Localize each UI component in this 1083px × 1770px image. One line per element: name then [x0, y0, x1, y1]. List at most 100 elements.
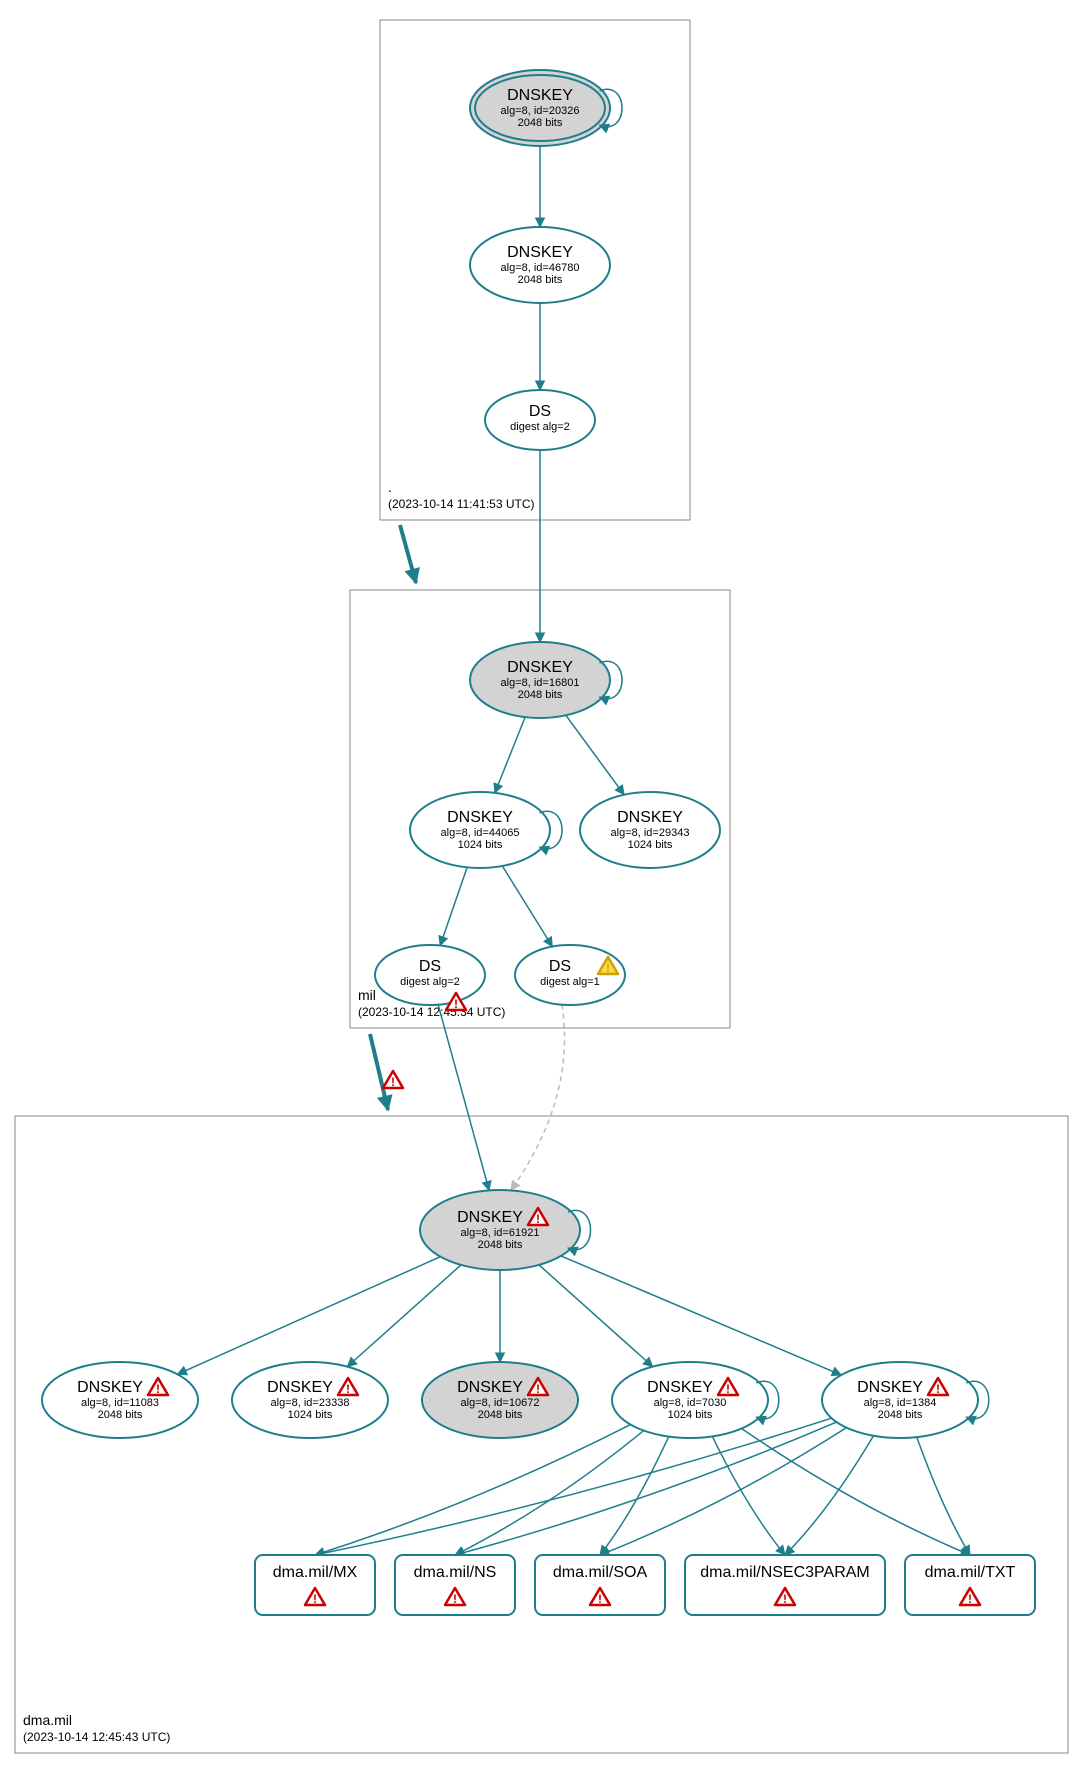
svg-text:alg=8, id=29343: alg=8, id=29343	[611, 827, 690, 839]
svg-text:alg=8, id=20326: alg=8, id=20326	[501, 105, 580, 117]
svg-text:digest alg=1: digest alg=1	[540, 976, 600, 988]
node-root_key2: DNSKEYalg=8, id=467802048 bits	[470, 227, 610, 303]
svg-text:DNSKEY: DNSKEY	[857, 1379, 923, 1396]
svg-text:1024 bits: 1024 bits	[668, 1409, 713, 1421]
delegation-arrow	[400, 525, 416, 583]
svg-text:2048 bits: 2048 bits	[518, 689, 563, 701]
edge	[177, 1257, 440, 1375]
svg-text:dma.mil: dma.mil	[23, 1712, 72, 1728]
svg-text:!: !	[346, 1382, 350, 1396]
svg-text:!: !	[783, 1592, 787, 1606]
svg-text:DNSKEY: DNSKEY	[617, 809, 683, 826]
rrsig-edge	[712, 1436, 785, 1555]
svg-text:2048 bits: 2048 bits	[478, 1239, 523, 1251]
svg-text:DNSKEY: DNSKEY	[267, 1379, 333, 1396]
rrsig-edge	[315, 1418, 831, 1555]
svg-text:2048 bits: 2048 bits	[878, 1409, 923, 1421]
svg-text:dma.mil/NSEC3PARAM: dma.mil/NSEC3PARAM	[700, 1564, 870, 1581]
node-root_key1: DNSKEYalg=8, id=203262048 bits	[470, 70, 622, 146]
svg-text:!: !	[598, 1592, 602, 1606]
node-dma_k7030: DNSKEY!alg=8, id=70301024 bits	[612, 1362, 779, 1438]
svg-text:!: !	[606, 961, 610, 975]
svg-text:DS: DS	[419, 958, 441, 975]
svg-text:alg=8, id=44065: alg=8, id=44065	[441, 827, 520, 839]
svg-text:2048 bits: 2048 bits	[518, 274, 563, 286]
node-mil_ds1: DSdigest alg=2	[375, 945, 485, 1005]
node-mil_ds2: DS!digest alg=1	[515, 945, 625, 1005]
svg-text:alg=8, id=46780: alg=8, id=46780	[501, 262, 580, 274]
svg-text:(2023-10-14 12:45:43 UTC): (2023-10-14 12:45:43 UTC)	[23, 1730, 170, 1744]
svg-text:!: !	[936, 1382, 940, 1396]
node-dma_k11083: DNSKEY!alg=8, id=110832048 bits	[42, 1362, 198, 1438]
svg-text:digest alg=2: digest alg=2	[510, 421, 570, 433]
svg-text:alg=8, id=11083: alg=8, id=11083	[81, 1397, 159, 1409]
node-mil_key2: DNSKEYalg=8, id=440651024 bits	[410, 792, 562, 868]
edge	[561, 1256, 841, 1375]
rrset-txt: dma.mil/TXT!	[905, 1555, 1035, 1615]
edge	[495, 717, 525, 793]
svg-text:!: !	[968, 1592, 972, 1606]
svg-text:dma.mil/SOA: dma.mil/SOA	[553, 1564, 648, 1581]
svg-text:mil: mil	[358, 987, 376, 1003]
rrset-soa: dma.mil/SOA!	[535, 1555, 665, 1615]
rrset-nsec: dma.mil/NSEC3PARAM!	[685, 1555, 885, 1615]
svg-text:1024 bits: 1024 bits	[628, 839, 673, 851]
svg-text:digest alg=2: digest alg=2	[400, 976, 460, 988]
svg-text:DNSKEY: DNSKEY	[507, 87, 573, 104]
svg-text:!: !	[536, 1212, 540, 1226]
svg-text:DNSKEY: DNSKEY	[447, 809, 513, 826]
svg-text:alg=8, id=7030: alg=8, id=7030	[654, 1397, 727, 1409]
rrsig-edge	[785, 1436, 873, 1555]
svg-text:2048 bits: 2048 bits	[98, 1409, 143, 1421]
dnssec-diagram: . (2023-10-14 11:41:53 UTC) mil (2023-10-14…	[0, 0, 1083, 1770]
svg-text:alg=8, id=16801: alg=8, id=16801	[501, 677, 580, 689]
svg-text:alg=8, id=1384: alg=8, id=1384	[864, 1397, 937, 1409]
svg-text:!: !	[726, 1382, 730, 1396]
svg-text:dma.mil/NS: dma.mil/NS	[414, 1564, 497, 1581]
svg-text:!: !	[313, 1592, 317, 1606]
rrsig-edge	[600, 1428, 846, 1555]
rrsig-edge	[455, 1422, 837, 1555]
svg-text:dma.mil/MX: dma.mil/MX	[273, 1564, 358, 1581]
rrset-mx: dma.mil/MX!	[255, 1555, 375, 1615]
node-dma_k23338: DNSKEY!alg=8, id=233381024 bits	[232, 1362, 388, 1438]
svg-text:DNSKEY: DNSKEY	[457, 1209, 523, 1226]
svg-text:1024 bits: 1024 bits	[288, 1409, 333, 1421]
svg-text:1024 bits: 1024 bits	[458, 839, 503, 851]
svg-text:dma.mil/TXT: dma.mil/TXT	[925, 1564, 1016, 1581]
svg-text:DNSKEY: DNSKEY	[457, 1379, 523, 1396]
svg-text:DNSKEY: DNSKEY	[507, 659, 573, 676]
svg-text:!: !	[536, 1382, 540, 1396]
svg-text:!: !	[391, 1075, 395, 1089]
edge	[539, 1265, 653, 1367]
edge	[438, 1005, 489, 1191]
warning-icon: !	[383, 1071, 403, 1089]
svg-text:!: !	[454, 997, 458, 1011]
rrsig-edge	[917, 1437, 970, 1555]
svg-text:alg=8, id=23338: alg=8, id=23338	[271, 1397, 350, 1409]
node-mil_key1: DNSKEYalg=8, id=168012048 bits	[470, 642, 622, 718]
svg-text:2048 bits: 2048 bits	[518, 117, 563, 129]
svg-text:DS: DS	[529, 403, 551, 420]
edge	[440, 867, 467, 945]
svg-text:alg=8, id=61921: alg=8, id=61921	[461, 1227, 540, 1239]
svg-text:alg=8, id=10672: alg=8, id=10672	[461, 1397, 540, 1409]
svg-text:DNSKEY: DNSKEY	[507, 244, 573, 261]
edge	[347, 1265, 461, 1367]
rrsig-edge	[600, 1437, 669, 1555]
node-root_ds: DSdigest alg=2	[485, 390, 595, 450]
svg-text:DNSKEY: DNSKEY	[647, 1379, 713, 1396]
rrset-ns: dma.mil/NS!	[395, 1555, 515, 1615]
edge	[511, 1005, 565, 1191]
svg-text:(2023-10-14 11:41:53 UTC): (2023-10-14 11:41:53 UTC)	[388, 497, 535, 511]
node-dma_k10672: DNSKEY!alg=8, id=106722048 bits	[422, 1362, 578, 1438]
svg-text:(2023-10-14 12:45:34 UTC): (2023-10-14 12:45:34 UTC)	[358, 1005, 505, 1019]
svg-text:.: .	[388, 479, 392, 495]
svg-text:!: !	[156, 1382, 160, 1396]
node-dma_k1384: DNSKEY!alg=8, id=13842048 bits	[822, 1362, 989, 1438]
edge	[502, 866, 552, 947]
svg-text:DNSKEY: DNSKEY	[77, 1379, 143, 1396]
rrsig-edge	[315, 1425, 631, 1555]
node-mil_key3: DNSKEYalg=8, id=293431024 bits	[580, 792, 720, 868]
edge	[566, 715, 624, 794]
